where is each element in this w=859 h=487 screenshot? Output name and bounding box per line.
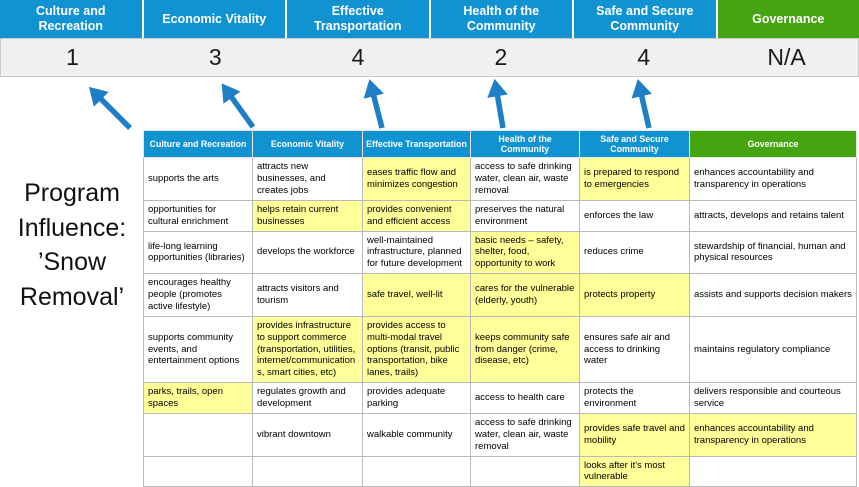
matrix-cell: assists and supports decision makers (690, 274, 857, 317)
score-safe-and-secure-community: 4 (572, 44, 715, 71)
pillar-header-governance: Governance (718, 0, 859, 38)
matrix-cell: keeps community safe from danger (crime,… (471, 316, 580, 382)
matrix-cell: walkable community (363, 413, 471, 456)
score-culture-and-recreation: 1 (1, 44, 144, 71)
pillar-header-economic-vitality: Economic Vitality (144, 0, 286, 38)
matrix-cell: basic needs – safety, shelter, food, opp… (471, 231, 580, 274)
slide: { "colors": { "pillar_blue": "#1193d2", … (0, 0, 859, 465)
matrix-cell: enhances accountability and transparency… (690, 413, 857, 456)
matrix-cell: protects the environment (580, 383, 690, 414)
matrix-cell: is prepared to respond to emergencies (580, 158, 690, 201)
matrix-cell-empty (253, 456, 363, 487)
matrix-cell: parks, trails, open spaces (144, 383, 253, 414)
influence-arrows-layer (0, 76, 859, 134)
matrix-cell: enhances accountability and transparency… (690, 158, 857, 201)
matrix-cell: life-long learning opportunities (librar… (144, 231, 253, 274)
matrix-cell: provides adequate parking (363, 383, 471, 414)
matrix-cell: access to health care (471, 383, 580, 414)
pillar-header-culture-and-recreation: Culture and Recreation (0, 0, 142, 38)
matrix-cell-empty (690, 456, 857, 487)
matrix-cell: well-maintained infrastructure, planned … (363, 231, 471, 274)
score-effective-transportation: 4 (287, 44, 430, 71)
matrix-cell: supports the arts (144, 158, 253, 201)
matrix-cell: provides convenient and efficient access (363, 200, 471, 231)
matrix-cell: provides infrastructure to support comme… (253, 316, 363, 382)
table-row: life-long learning opportunities (librar… (144, 231, 857, 274)
matrix-cell: access to safe drinking water, clean air… (471, 413, 580, 456)
matrix-cell: vibrant downtown (253, 413, 363, 456)
pillar-header-health-of-the-community: Health of the Community (431, 0, 573, 38)
arrow-icon-health (497, 93, 503, 128)
matrix-cell: helps retain current businesses (253, 200, 363, 231)
matrix-cell-empty (471, 456, 580, 487)
score-economic-vitality: 3 (144, 44, 287, 71)
matrix-cell: stewardship of financial, human and phys… (690, 231, 857, 274)
matrix-header-economic-vitality: Economic Vitality (253, 131, 363, 158)
matrix-cell: looks after it's most vulnerable (580, 456, 690, 487)
matrix-cell-empty (144, 413, 253, 456)
pillar-header-effective-transportation: Effective Transportation (287, 0, 429, 38)
matrix-cell: enforces the law (580, 200, 690, 231)
matrix-cell: provides safe travel and mobility (580, 413, 690, 456)
matrix-cell: regulates growth and development (253, 383, 363, 414)
pillar-header-safe-and-secure-community: Safe and Secure Community (574, 0, 716, 38)
matrix-cell: encourages healthy people (promotes acti… (144, 274, 253, 317)
matrix-cell: ensures safe air and access to drinking … (580, 316, 690, 382)
matrix-header-safe-and-secure-community: Safe and Secure Community (580, 131, 690, 158)
matrix-cell: supports community events, and entertain… (144, 316, 253, 382)
score-health-of-the-community: 2 (429, 44, 572, 71)
arrow-icon-safe (641, 93, 649, 128)
table-row: encourages healthy people (promotes acti… (144, 274, 857, 317)
program-influence-caption: Program Influence: ’Snow Removal’ (2, 176, 142, 314)
table-row: supports community events, and entertain… (144, 316, 857, 382)
matrix-cell: develops the workforce (253, 231, 363, 274)
matrix-cell: attracts visitors and tourism (253, 274, 363, 317)
matrix-cell: delivers responsible and courteous servi… (690, 383, 857, 414)
matrix-cell: reduces crime (580, 231, 690, 274)
arrow-icon-economic (230, 95, 253, 127)
matrix-cell: eases traffic flow and minimizes congest… (363, 158, 471, 201)
matrix-cell: cares for the vulnerable (elderly, youth… (471, 274, 580, 317)
matrix-cell: safe travel, well-lit (363, 274, 471, 317)
matrix-cell: protects property (580, 274, 690, 317)
matrix-cell: attracts, develops and retains talent (690, 200, 857, 231)
matrix-header-effective-transportation: Effective Transportation (363, 131, 471, 158)
matrix-cell-empty (363, 456, 471, 487)
arrow-icon-transportation (373, 93, 382, 128)
matrix-cell-empty (144, 456, 253, 487)
matrix-cell: provides access to multi-modal travel op… (363, 316, 471, 382)
matrix-cell: opportunities for cultural enrichment (144, 200, 253, 231)
matrix-cell: access to safe drinking water, clean air… (471, 158, 580, 201)
matrix-header-culture-and-recreation: Culture and Recreation (144, 131, 253, 158)
matrix-cell: preserves the natural environment (471, 200, 580, 231)
arrow-icon-culture (99, 97, 130, 128)
score-governance: N/A (715, 44, 858, 71)
matrix-header-health-of-the-community: Health of the Community (471, 131, 580, 158)
table-row: looks after it's most vulnerable (144, 456, 857, 487)
matrix-header-governance: Governance (690, 131, 857, 158)
matrix-cell: maintains regulatory compliance (690, 316, 857, 382)
matrix-cell: attracts new businesses, and creates job… (253, 158, 363, 201)
